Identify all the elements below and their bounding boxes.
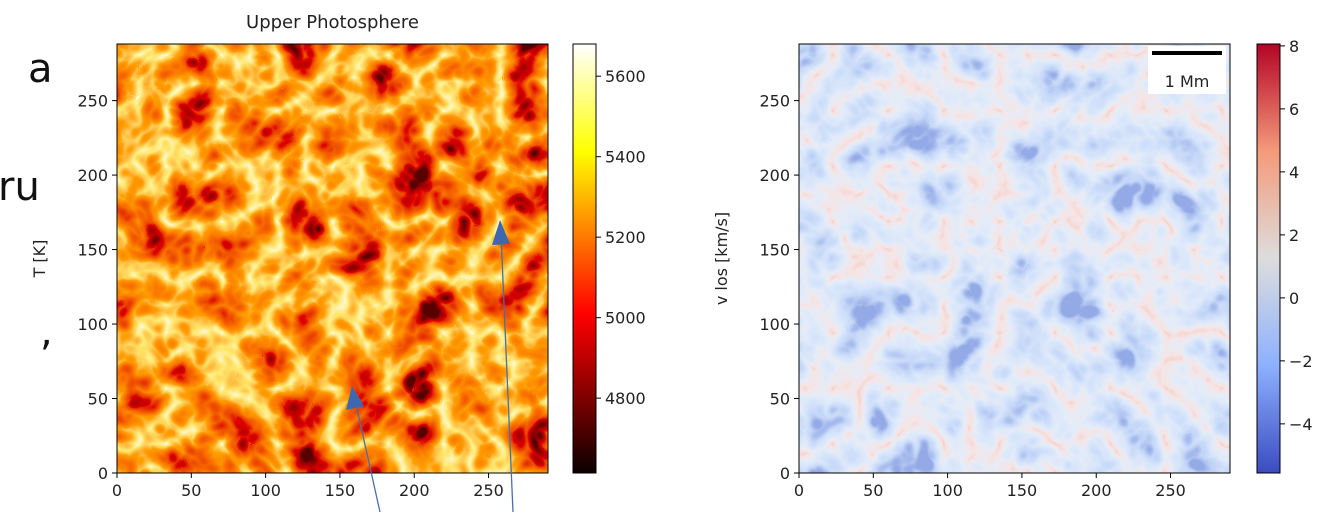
scalebar-label: 1 Mm xyxy=(1165,72,1210,91)
y-tick-label: 150 xyxy=(77,241,108,260)
x-tick-label: 0 xyxy=(112,481,122,500)
y-tick-label: 50 xyxy=(88,390,108,409)
y-axis-label: v los [km/s] xyxy=(712,212,731,305)
colorbar-tick-label: 5600 xyxy=(605,67,646,86)
arrowhead xyxy=(492,220,510,245)
y-tick-label: 100 xyxy=(759,315,790,334)
colorbar-tick-label: −2 xyxy=(1289,352,1313,371)
colorbar-tick-label: −4 xyxy=(1289,415,1313,434)
colorbar xyxy=(1256,43,1281,474)
y-tick-label: 50 xyxy=(770,390,790,409)
colorbar-tick-label: 2 xyxy=(1289,226,1299,245)
colorbar-tick-label: 5200 xyxy=(605,228,646,247)
x-tick-label: 150 xyxy=(325,481,356,500)
y-tick-label: 250 xyxy=(759,92,790,111)
x-tick-label: 50 xyxy=(181,481,201,500)
y-tick-label: 150 xyxy=(759,241,790,260)
side-text: a ru , xyxy=(0,46,53,355)
x-tick-label: 50 xyxy=(863,481,883,500)
x-tick-label: 0 xyxy=(794,481,804,500)
x-tick-label: 200 xyxy=(399,481,430,500)
heatmap-image xyxy=(799,44,1230,473)
arrowhead xyxy=(346,386,364,410)
colorbar-tick-label: 6 xyxy=(1289,100,1299,119)
x-tick-label: 200 xyxy=(1081,481,1112,500)
y-tick-label: 0 xyxy=(98,464,108,483)
x-tick-label: 250 xyxy=(473,481,504,500)
y-axis-label: T [K] xyxy=(30,240,49,279)
chart-title: Upper Photosphere xyxy=(246,12,419,33)
colorbar-tick-label: 0 xyxy=(1289,289,1299,308)
colorbar xyxy=(572,43,597,474)
x-tick-label: 100 xyxy=(250,481,281,500)
heatmap-image xyxy=(117,44,548,473)
arrow xyxy=(354,399,381,513)
y-tick-label: 200 xyxy=(759,166,790,185)
axes-frame xyxy=(798,43,1231,474)
axes-frame xyxy=(116,43,549,474)
y-tick-label: 0 xyxy=(780,464,790,483)
y-tick-label: 100 xyxy=(77,315,108,334)
x-tick-label: 250 xyxy=(1155,481,1186,500)
x-tick-label: 100 xyxy=(932,481,963,500)
arrows xyxy=(346,220,514,513)
cropped-text: ru xyxy=(0,164,40,210)
colorbar-tick-label: 8 xyxy=(1289,37,1299,56)
arrow xyxy=(500,234,514,513)
x-tick-label: 150 xyxy=(1007,481,1038,500)
colorbar-tick-label: 4800 xyxy=(605,389,646,408)
cropped-text: a xyxy=(28,46,53,92)
colorbar-tick-label: 5000 xyxy=(605,309,646,328)
y-tick-label: 200 xyxy=(77,166,108,185)
y-tick-label: 250 xyxy=(77,92,108,111)
colorbar-tick-label: 4 xyxy=(1289,163,1299,182)
cropped-text: , xyxy=(40,309,53,355)
colorbar-tick-label: 5400 xyxy=(605,148,646,167)
